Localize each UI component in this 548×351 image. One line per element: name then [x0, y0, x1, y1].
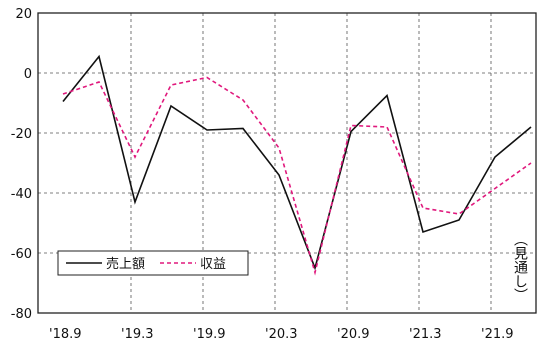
x-tick-label: '21.9	[481, 327, 514, 342]
x-tick-label: '18.9	[49, 327, 82, 342]
y-tick-label: 0	[24, 67, 32, 82]
y-axis-ticks: 20 0 -20 -40 -60 -80	[11, 7, 32, 322]
x-tick-label: '20.3	[265, 327, 298, 342]
legend-label-profit: 収益	[200, 257, 226, 272]
x-axis-ticks: '18.9 '19.3 '19.9 '20.3 '20.9 '21.3 '21.9	[49, 327, 514, 342]
forecast-annotation: （見通し）	[512, 232, 528, 302]
grid-lines	[38, 13, 536, 313]
y-tick-label: -60	[11, 247, 32, 262]
legend-label-sales: 売上額	[106, 256, 145, 272]
legend: 売上額 収益	[57, 250, 249, 276]
y-tick-label: 20	[15, 7, 32, 22]
y-tick-label: -80	[11, 307, 32, 322]
y-tick-label: -20	[11, 127, 32, 142]
x-tick-label: '19.3	[121, 327, 154, 342]
y-tick-label: -40	[11, 187, 32, 202]
series-line-sales	[62, 54, 532, 271]
plot-frame	[37, 12, 537, 314]
series-line-profit	[62, 76, 532, 276]
x-tick-label: '19.9	[193, 327, 226, 342]
series-lines	[62, 54, 532, 276]
x-tick-label: '21.3	[409, 327, 442, 342]
x-tick-label: '20.9	[337, 327, 370, 342]
